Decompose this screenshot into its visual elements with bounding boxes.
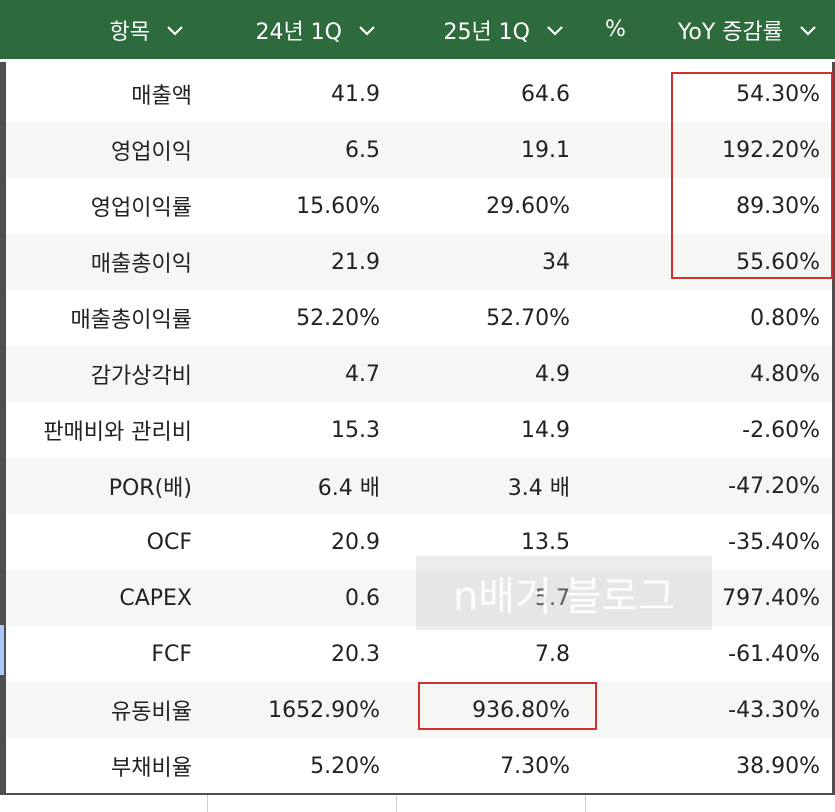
row-24q1-cell[interactable]: 6.5 [345,137,380,163]
row-24q1-cell[interactable]: 15.3 [331,417,380,443]
row-item-cell[interactable]: 부채비율 [111,756,192,781]
header-24q1[interactable]: 24년 1Q [202,0,392,59]
chevron-down-icon[interactable] [164,19,186,41]
row-24q1-cell[interactable]: 21.9 [331,249,380,275]
row-yoy-cell[interactable]: -35.40% [728,529,820,555]
row-item-cell[interactable]: 판매비와 관리비 [43,420,192,445]
row-25q1-cell[interactable]: 936.80% [472,697,570,723]
row-25q1-cell[interactable]: 14.9 [521,417,570,443]
grid-line [207,795,208,812]
row-yoy-cell[interactable]: 55.60% [736,249,820,275]
row-yoy-cell[interactable]: 797.40% [722,585,820,611]
row-yoy-cell[interactable]: 89.30% [736,193,820,219]
row-item-cell[interactable]: 영업이익 [111,140,192,165]
row-25q1-cell[interactable]: 29.60% [486,193,570,219]
row-24q1-cell[interactable]: 52.20% [296,305,380,331]
table-row[interactable]: 매출총이익 21.9 34 55.60% [6,234,832,290]
table-row[interactable]: CAPEX 0.6 5.7 797.40% [6,570,832,626]
row-25q1-cell[interactable]: 52.70% [486,305,570,331]
header-yoy[interactable]: % YoY 증감률 [580,0,835,59]
table-row[interactable]: OCF 20.9 13.5 -35.40% [6,514,832,570]
row-yoy-cell[interactable]: -47.20% [728,473,820,499]
row-24q1-cell[interactable]: 0.6 [345,585,380,611]
row-yoy-cell[interactable]: 4.80% [750,361,820,387]
header-24q1-label: 24년 1Q [255,19,342,45]
row-25q1-cell[interactable]: 64.6 [521,81,570,107]
header-item[interactable]: 항목 [0,0,202,59]
grid-line [396,795,397,812]
sheet-grid-below [0,795,835,812]
row-item-cell[interactable]: POR(배) [108,476,192,501]
chevron-down-icon[interactable] [797,19,819,41]
table-row[interactable]: 영업이익률 15.60% 29.60% 89.30% [6,178,832,234]
row-item-cell[interactable]: 매출총이익 [90,252,192,277]
row-item-cell[interactable]: 영업이익률 [90,196,192,221]
row-24q1-cell[interactable]: 15.60% [296,193,380,219]
row-25q1-cell[interactable]: 34 [542,249,570,275]
header-25q1-label: 25년 1Q [443,19,530,45]
table-header: 항목 24년 1Q 25년 1Q % YoY 증감률 [0,0,835,62]
row-item-cell[interactable]: 매출총이익률 [70,308,192,333]
row-24q1-cell[interactable]: 5.20% [310,753,380,779]
row-24q1-cell[interactable]: 41.9 [331,81,380,107]
row-24q1-cell[interactable]: 4.7 [345,361,380,387]
table-row[interactable]: 부채비율 5.20% 7.30% 38.90% [6,738,832,794]
table-right-border [832,62,835,795]
row-item-cell[interactable]: FCF [151,641,192,667]
row-25q1-cell[interactable]: 7.8 [535,641,570,667]
row-yoy-cell[interactable]: -43.30% [728,697,820,723]
row-yoy-cell[interactable]: 0.80% [750,305,820,331]
row-24q1-cell[interactable]: 20.3 [331,641,380,667]
row-selection-marker [0,625,4,675]
row-item-cell[interactable]: CAPEX [119,585,192,611]
row-yoy-cell[interactable]: 192.20% [722,137,820,163]
row-item-cell[interactable]: 감가상각비 [90,364,192,389]
row-yoy-cell[interactable]: 38.90% [736,753,820,779]
header-25q1[interactable]: 25년 1Q [392,0,580,59]
percent-format-icon: % [605,17,626,42]
row-item-cell[interactable]: 유동비율 [111,700,192,725]
row-25q1-cell[interactable]: 5.7 [535,585,570,611]
table-row[interactable]: 유동비율 1652.90% 936.80% -43.30% [6,682,832,738]
header-yoy-label: YoY 증감률 [677,19,783,45]
table-row[interactable]: POR(배) 6.4 배 3.4 배 -47.20% [6,458,832,514]
row-item-cell[interactable]: 매출액 [131,84,192,109]
table-row[interactable]: 판매비와 관리비 15.3 14.9 -2.60% [6,402,832,458]
row-24q1-cell[interactable]: 20.9 [331,529,380,555]
row-yoy-cell[interactable]: -2.60% [742,417,820,443]
row-25q1-cell[interactable]: 13.5 [521,529,570,555]
table-row[interactable]: FCF 20.3 7.8 -61.40% [6,626,832,682]
table-row[interactable]: 영업이익 6.5 19.1 192.20% [6,122,832,178]
row-24q1-cell[interactable]: 6.4 배 [317,476,380,501]
table-bottom-border [0,793,835,795]
row-25q1-cell[interactable]: 3.4 배 [507,476,570,501]
row-25q1-cell[interactable]: 7.30% [500,753,570,779]
watermark: n배거 블로그 [416,556,712,630]
grid-line [585,795,586,812]
chevron-down-icon[interactable] [544,19,566,41]
row-24q1-cell[interactable]: 1652.90% [268,697,380,723]
row-item-cell[interactable]: OCF [146,529,192,555]
table-left-border [0,62,6,795]
row-yoy-cell[interactable]: -61.40% [728,641,820,667]
row-25q1-cell[interactable]: 19.1 [521,137,570,163]
header-item-label: 항목 [109,19,150,45]
row-yoy-cell[interactable]: 54.30% [736,81,820,107]
row-25q1-cell[interactable]: 4.9 [535,361,570,387]
chevron-down-icon[interactable] [356,19,378,41]
table-row[interactable]: 매출총이익률 52.20% 52.70% 0.80% [6,290,832,346]
table-row[interactable]: 감가상각비 4.7 4.9 4.80% [6,346,832,402]
table-row[interactable]: 매출액 41.9 64.6 54.30% [6,66,832,122]
